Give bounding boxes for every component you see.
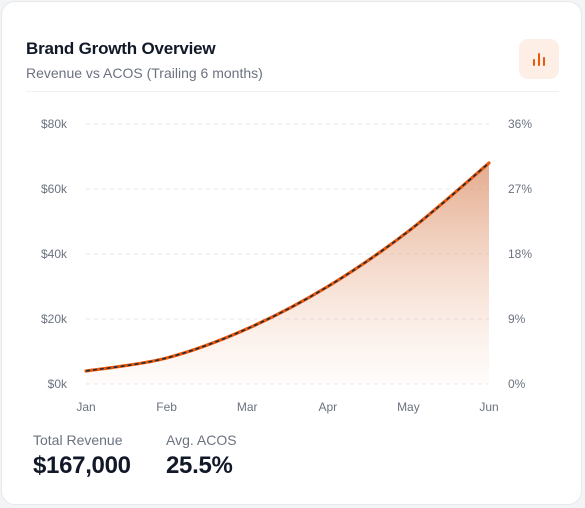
y-right-tick-label: 27% [508, 182, 532, 196]
y-right-tick-label: 36% [508, 117, 532, 131]
acos-line [85, 162, 490, 372]
x-tick-label: Jan [76, 400, 95, 414]
y-right-tick-label: 18% [508, 247, 532, 261]
avg-acos-value: 25.5% [166, 452, 233, 479]
x-tick-label: Apr [318, 400, 337, 414]
y-left-tick-label: $0k [48, 377, 68, 391]
card-title: Brand Growth Overview [26, 39, 216, 58]
chart-type-button[interactable] [519, 39, 559, 79]
bar-chart-icon [533, 53, 545, 66]
y-left-tick-label: $20k [41, 312, 68, 326]
x-tick-label: Feb [156, 400, 177, 414]
y-right-tick-label: 0% [508, 377, 526, 391]
y-right-tick-label: 9% [508, 312, 526, 326]
x-tick-label: Jun [479, 400, 498, 414]
x-tick-label: May [397, 400, 420, 414]
revenue-area [86, 163, 489, 384]
y-left-tick-label: $80k [41, 117, 68, 131]
y-left-tick-label: $40k [41, 247, 68, 261]
total-revenue-value: $167,000 [33, 452, 131, 479]
header-divider [26, 91, 559, 92]
card-subtitle: Revenue vs ACOS (Trailing 6 months) [26, 65, 263, 81]
y-left-tick-label: $60k [41, 182, 68, 196]
avg-acos-label: Avg. ACOS [166, 432, 237, 448]
revenue-acos-chart: $0k 0% $20k 9% $40k 18% $60k 27% $80k 36% Jan Feb Ma… [41, 117, 532, 414]
total-revenue-label: Total Revenue [33, 432, 123, 448]
x-tick-label: Mar [237, 400, 258, 414]
